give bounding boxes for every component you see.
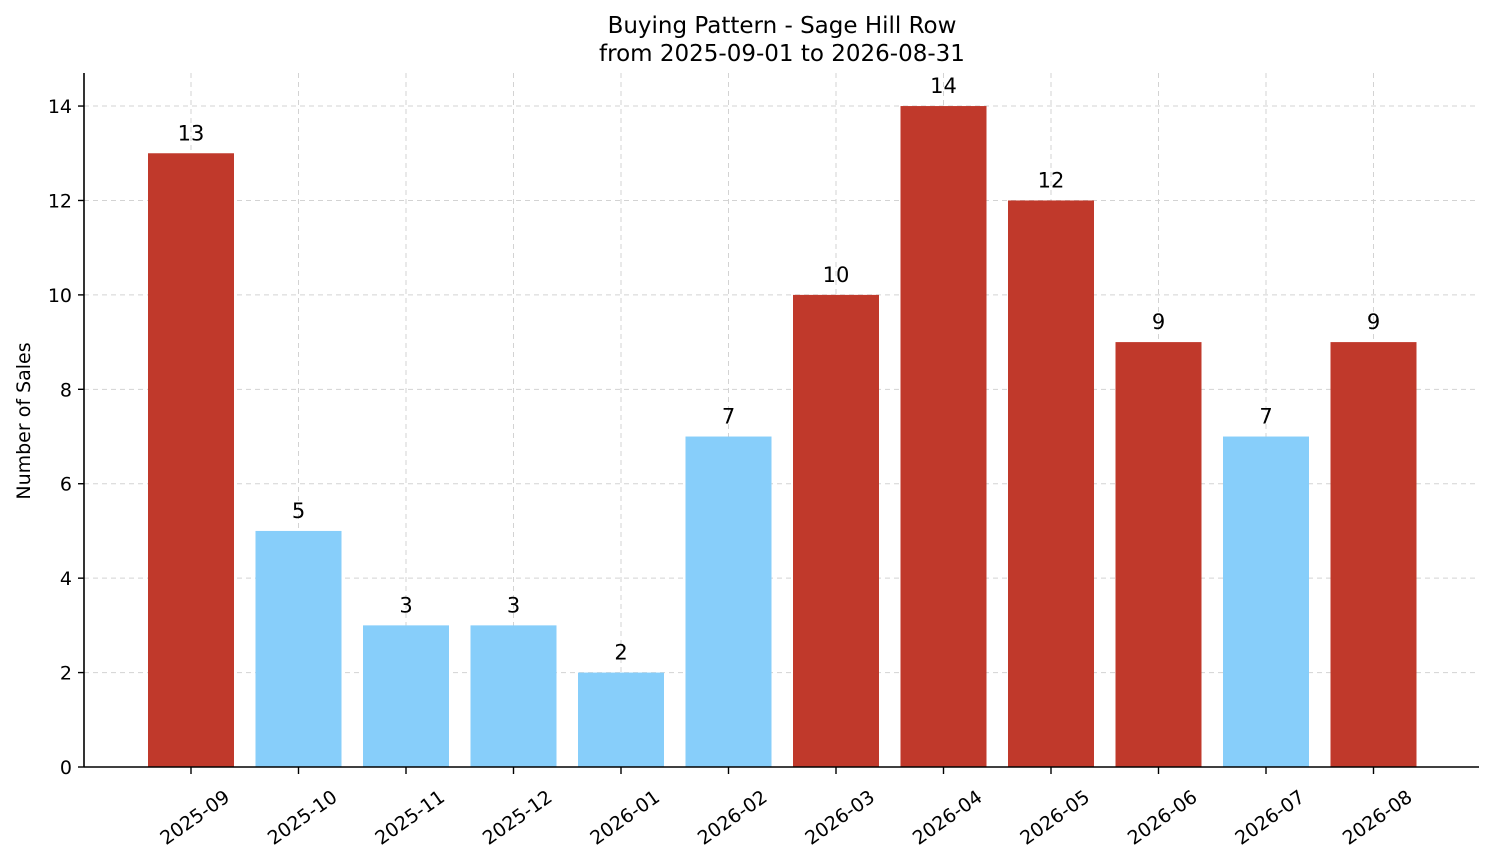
data-label-2025-10: 5: [292, 499, 305, 523]
x-tick-label-2026-05: 2026-05: [1016, 786, 1094, 850]
bar-2026-06: [1115, 342, 1202, 767]
data-label-2026-07: 7: [1259, 405, 1272, 429]
x-tick-label-2025-11: 2025-11: [371, 786, 449, 850]
data-label-2025-12: 3: [507, 593, 520, 617]
y-tick-label: 4: [60, 568, 72, 590]
x-tick-label-2026-04: 2026-04: [909, 786, 987, 850]
data-labels-layer: 13 5 3 3 2 7 10 14 12 9 7 9: [178, 74, 1381, 665]
chart-subtitle: from 2025-09-01 to 2026-08-31: [599, 41, 965, 67]
chart-title: Buying Pattern - Sage Hill Row: [608, 13, 957, 39]
x-tick-label-2026-08: 2026-08: [1339, 786, 1417, 850]
x-tick-label-2026-01: 2026-01: [586, 786, 664, 850]
bar-2025-12: [470, 625, 557, 767]
x-tick-label-2026-06: 2026-06: [1124, 786, 1202, 850]
y-tick-label: 8: [60, 379, 72, 401]
bars-layer: [148, 106, 1417, 768]
data-label-2025-09: 13: [178, 121, 205, 145]
bar-2026-08: [1330, 342, 1417, 767]
data-label-2026-02: 7: [722, 405, 735, 429]
x-tick-label-2026-03: 2026-03: [801, 786, 879, 850]
data-label-2026-01: 2: [614, 641, 627, 665]
bar-2026-05: [1008, 200, 1094, 768]
data-label-2026-06: 9: [1152, 310, 1165, 334]
bar-2025-09: [148, 153, 234, 768]
y-axis: 0 2 4 6 8 10 12 14: [48, 96, 84, 779]
y-tick-label: 14: [48, 96, 72, 118]
bar-2026-02: [685, 436, 772, 767]
data-label-2026-03: 10: [823, 263, 850, 287]
y-tick-label: 10: [48, 285, 72, 307]
bar-2026-04: [900, 106, 987, 768]
data-label-2026-04: 14: [930, 74, 957, 98]
x-tick-label-2026-07: 2026-07: [1231, 786, 1309, 850]
x-tick-label-2026-02: 2026-02: [694, 786, 772, 850]
x-tick-label-2025-10: 2025-10: [264, 786, 342, 850]
bar-2026-07: [1223, 436, 1309, 767]
y-tick-label: 6: [60, 474, 72, 496]
x-axis: 2025-09 2025-10 2025-11 2025-12 2026-01 2026-…: [156, 767, 1416, 850]
x-tick-label-2025-09: 2025-09: [156, 786, 234, 850]
data-label-2026-05: 12: [1038, 168, 1065, 192]
bar-2025-11: [363, 625, 449, 767]
bar-2026-01: [578, 672, 664, 767]
y-axis-label: Number of Sales: [13, 342, 35, 499]
bar-2025-10: [255, 530, 342, 767]
data-label-2026-08: 9: [1367, 310, 1380, 334]
data-label-2025-11: 3: [399, 593, 412, 617]
y-tick-label: 0: [60, 757, 72, 779]
bar-2026-03: [793, 294, 879, 767]
x-tick-label-2025-12: 2025-12: [479, 786, 557, 850]
y-tick-label: 2: [60, 663, 72, 685]
y-tick-label: 12: [48, 190, 72, 212]
